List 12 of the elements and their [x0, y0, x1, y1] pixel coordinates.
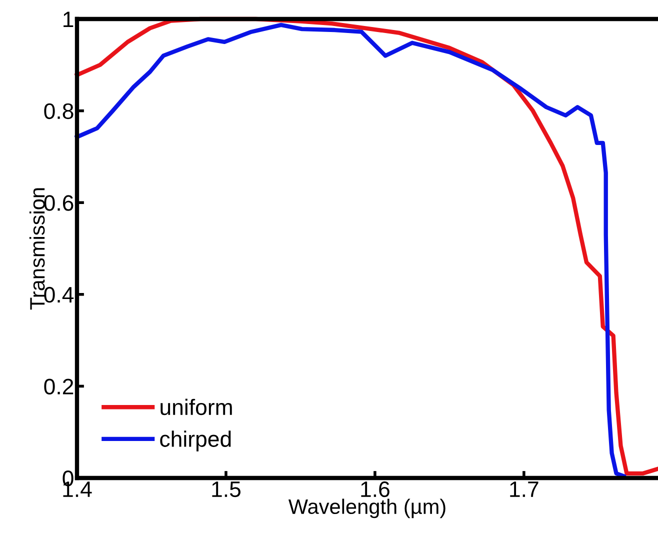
y-tick-label: 0.2 [44, 378, 74, 394]
y-tick-label: 0.6 [44, 195, 74, 211]
x-tick-label: 1.6 [361, 481, 390, 498]
x-tick-label: 1.7 [510, 482, 538, 497]
x-tick-label: 1.5 [212, 482, 240, 498]
y-tick-label: 0.4 [44, 286, 74, 303]
legend-label: chirped [160, 430, 231, 452]
y-axis-title: Transmission [29, 188, 45, 310]
legend-label: uniform [160, 398, 232, 416]
x-axis-title: Wavelength (µm) [288, 498, 446, 518]
y-tick-label: 0.8 [44, 103, 74, 120]
y-tick-label: 1 [64, 12, 74, 28]
